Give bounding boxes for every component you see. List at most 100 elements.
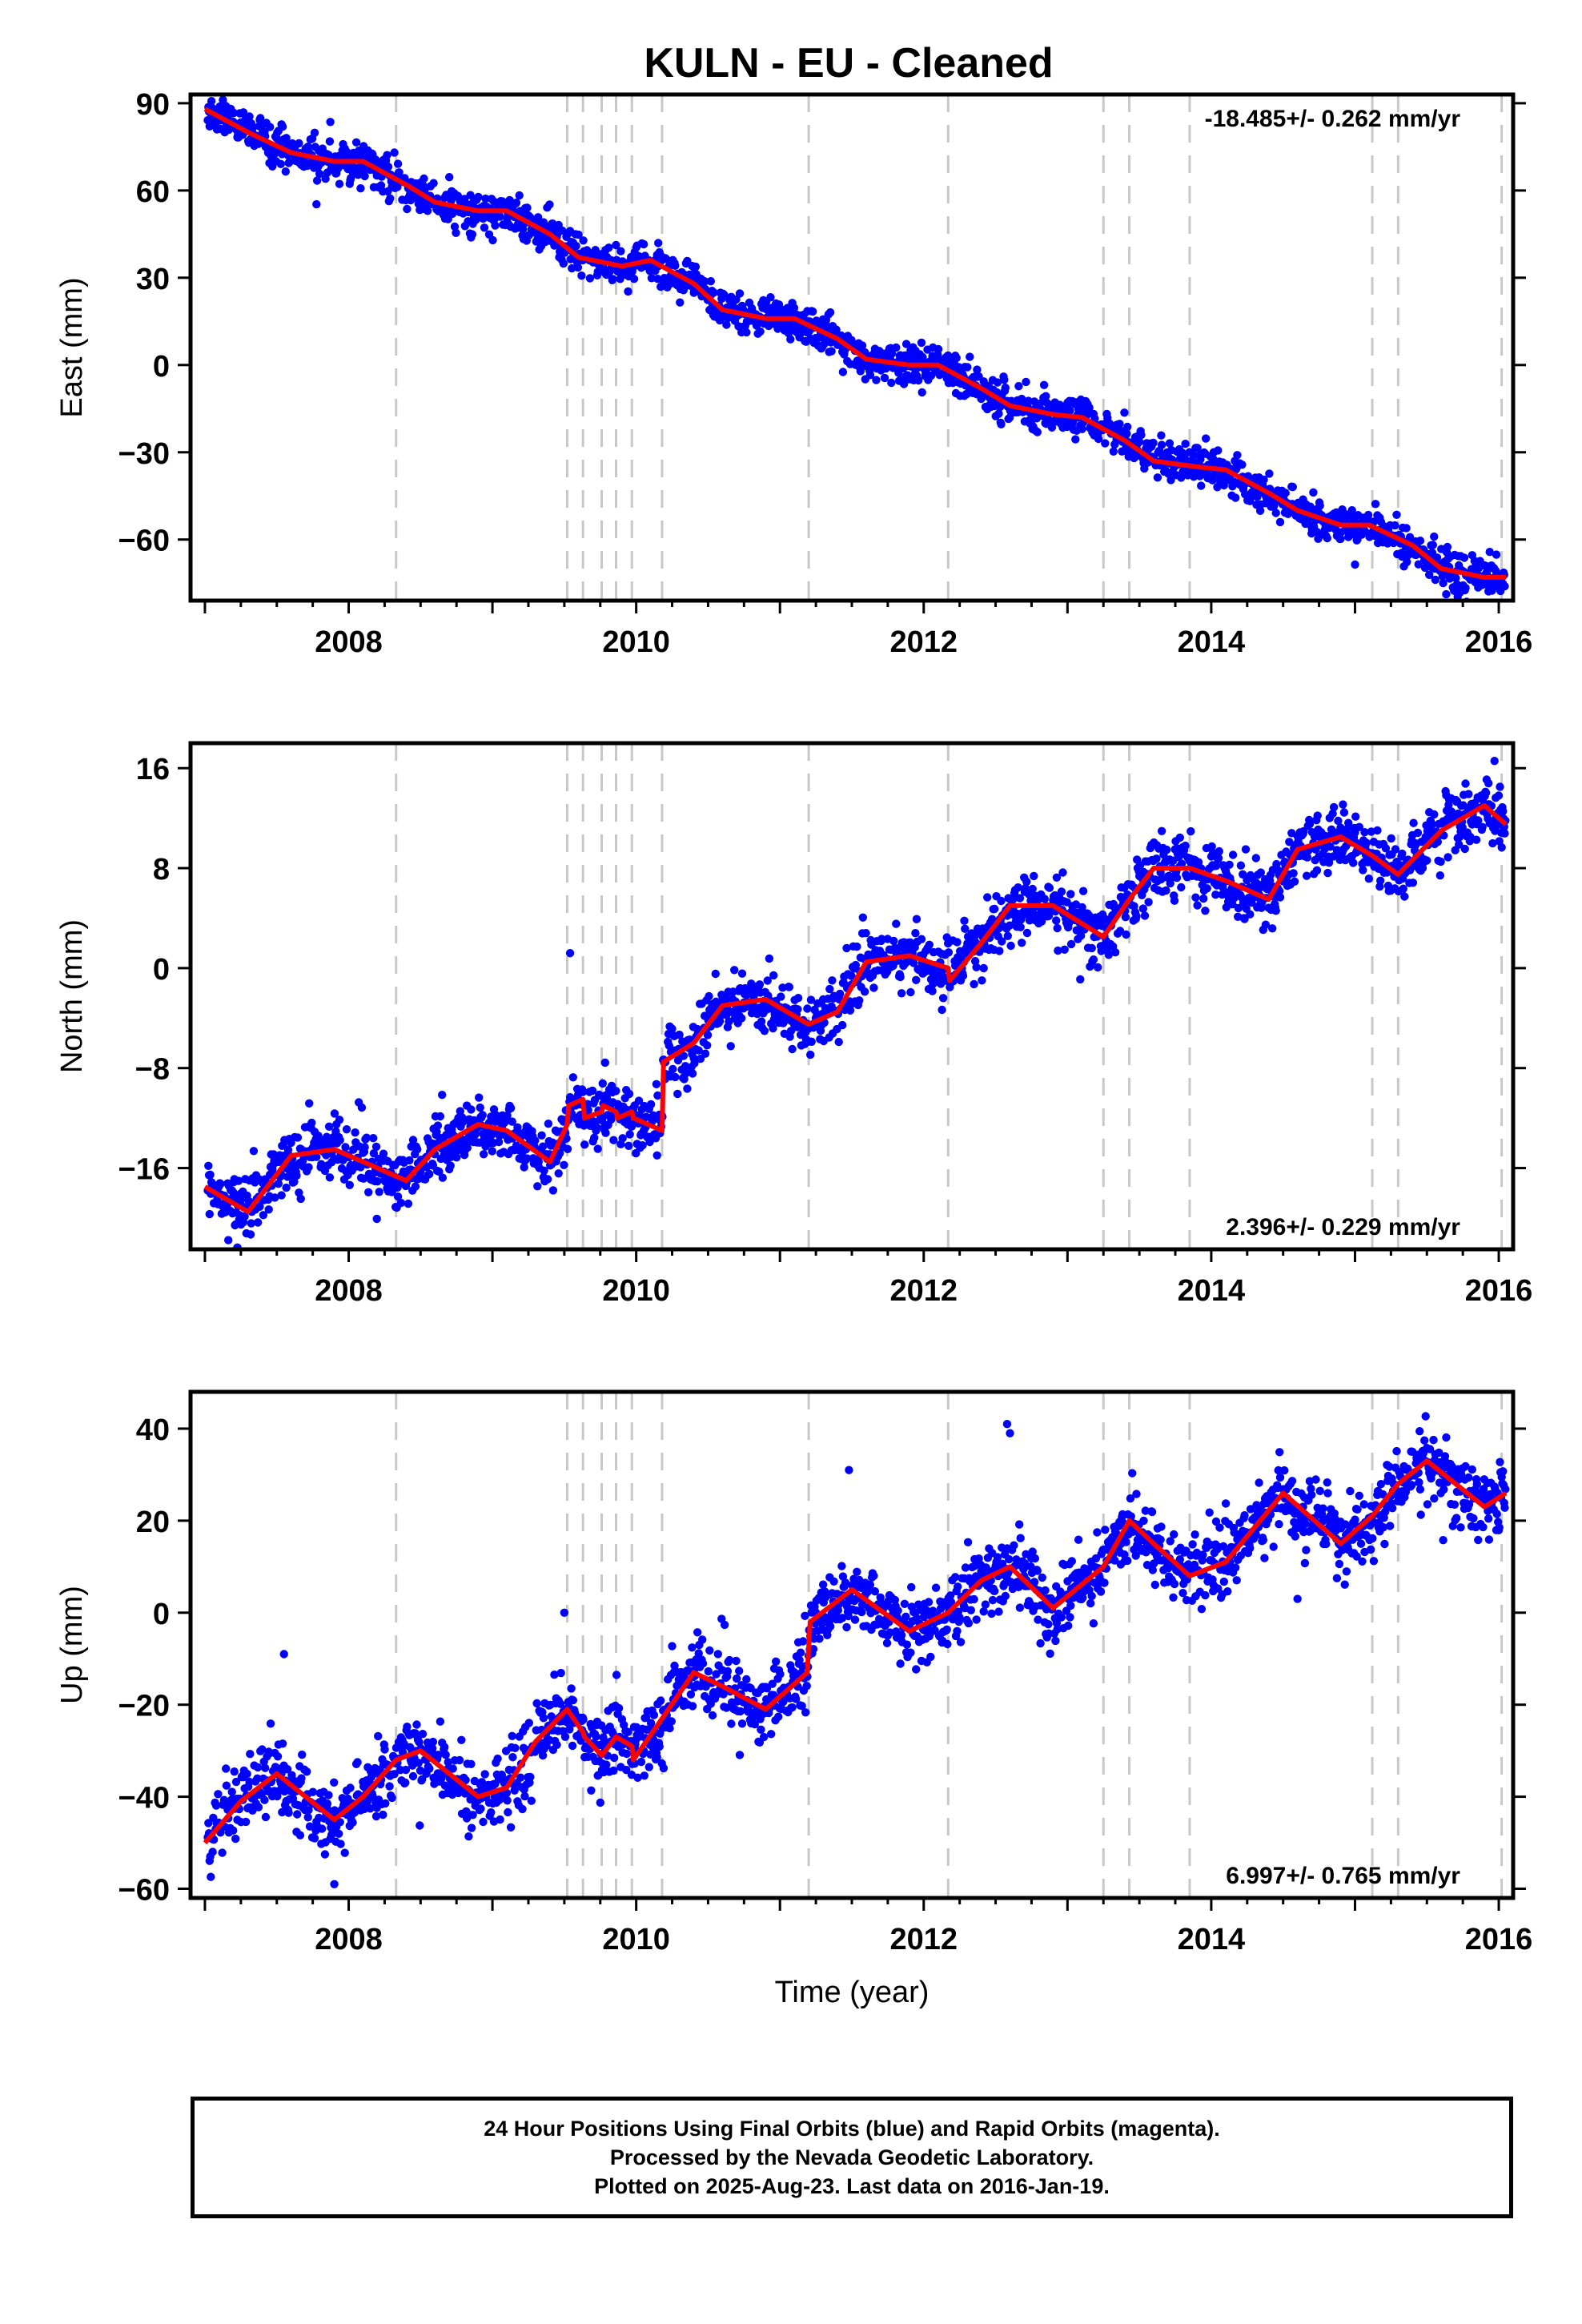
data-point (508, 1731, 516, 1740)
data-point (438, 1091, 447, 1100)
data-point (899, 380, 909, 388)
data-point (973, 365, 982, 374)
data-point (285, 158, 294, 167)
data-point (368, 1791, 377, 1800)
data-point (1045, 883, 1054, 892)
data-point (411, 1729, 420, 1738)
data-point (1415, 537, 1425, 545)
data-point (590, 1133, 599, 1143)
data-point (429, 179, 438, 187)
data-point (335, 1136, 344, 1145)
data-point (1144, 898, 1153, 907)
data-point (1122, 429, 1131, 438)
data-point (342, 1125, 351, 1134)
data-point (1443, 542, 1452, 552)
data-point (395, 168, 404, 177)
data-point (1431, 575, 1440, 585)
data-point (593, 1144, 602, 1153)
data-point (1165, 439, 1174, 448)
data-point (261, 1812, 271, 1822)
data-point (601, 1128, 610, 1137)
data-point (474, 192, 483, 202)
data-point (1120, 408, 1129, 417)
data-point (1005, 413, 1014, 422)
data-point (1391, 845, 1400, 854)
data-point (953, 938, 962, 947)
data-point (683, 1084, 692, 1093)
data-point (379, 1149, 388, 1158)
data-point (1057, 887, 1066, 896)
data-point (659, 1763, 669, 1773)
data-point (1425, 570, 1434, 579)
data-point (218, 1848, 227, 1857)
data-point (325, 137, 335, 146)
data-point (335, 1116, 344, 1124)
data-point (1000, 376, 1009, 384)
data-point (347, 174, 355, 183)
data-point (774, 1712, 783, 1721)
data-point (508, 1117, 516, 1126)
data-point (1402, 524, 1411, 533)
data-point (372, 1214, 381, 1224)
data-point (260, 1795, 269, 1804)
data-point (609, 1766, 618, 1775)
data-point (995, 947, 1004, 955)
x-tick-label: 2016 (1465, 1274, 1533, 1308)
data-point (769, 971, 778, 980)
data-point (1039, 380, 1049, 389)
data-point (375, 1188, 383, 1196)
data-point (246, 1750, 255, 1759)
data-point (646, 1100, 656, 1109)
data-point (624, 1141, 633, 1151)
data-point (383, 151, 391, 159)
data-point (1261, 920, 1271, 929)
data-point (1313, 811, 1322, 820)
data-point (1495, 837, 1504, 846)
data-point (401, 1765, 411, 1775)
data-point (1121, 913, 1130, 922)
data-point (1499, 806, 1508, 816)
data-point (428, 1737, 438, 1747)
data-point (568, 1741, 577, 1751)
data-point (1484, 778, 1493, 788)
data-point (558, 226, 567, 235)
data-point (296, 1194, 305, 1204)
data-point (556, 1148, 564, 1158)
data-point (1026, 896, 1035, 906)
data-point (1347, 506, 1356, 515)
data-point (858, 913, 868, 922)
data-point (806, 1050, 815, 1059)
data-point (371, 1142, 381, 1152)
data-point (224, 1236, 233, 1244)
data-point (925, 940, 934, 950)
data-point (832, 325, 841, 334)
data-point (889, 936, 898, 946)
data-point (897, 989, 906, 998)
data-point (778, 983, 787, 992)
data-point-outlier (565, 948, 575, 958)
data-point (788, 1044, 797, 1054)
data-point (1289, 869, 1298, 878)
data-point (552, 1740, 561, 1749)
data-point (1046, 416, 1054, 425)
data-point (1157, 440, 1166, 449)
data-point (1052, 916, 1061, 925)
data-point (304, 1163, 313, 1172)
data-point (938, 994, 948, 1003)
data-point (1115, 420, 1124, 428)
data-point (578, 1088, 588, 1096)
data-point (970, 979, 978, 989)
data-point (838, 368, 848, 376)
data-point (464, 1832, 473, 1841)
data-point (441, 1751, 450, 1759)
data-point (597, 1116, 607, 1125)
data-point (330, 1109, 339, 1118)
data-point (1177, 883, 1186, 892)
data-point (667, 1717, 676, 1726)
data-point (494, 1137, 504, 1147)
x-tick-label: 2010 (602, 1274, 670, 1308)
data-point (1006, 941, 1015, 951)
data-point (735, 289, 745, 298)
